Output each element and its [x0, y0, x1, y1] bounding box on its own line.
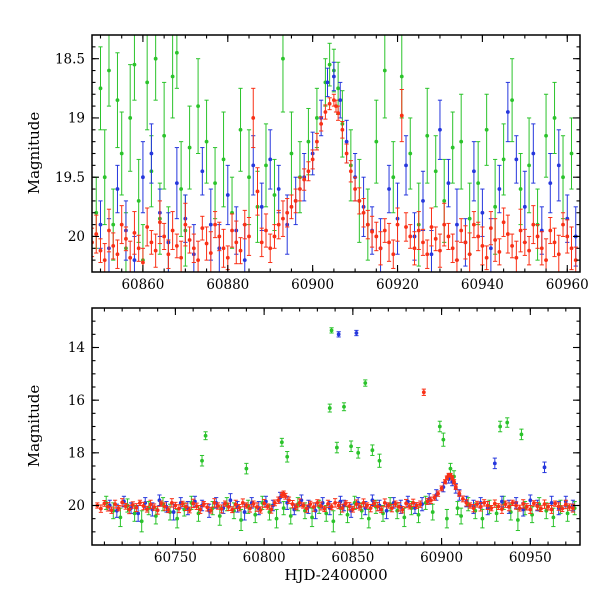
x-tick-label: 60920	[376, 277, 419, 293]
x-tick-label: 60800	[243, 550, 286, 566]
x-tick-label: 60900	[291, 277, 334, 293]
x-tick-label: 60940	[461, 277, 504, 293]
axis-ticks-bottom	[92, 308, 580, 545]
y-tick-label: 16	[68, 393, 85, 409]
y-tick-label: 18	[68, 446, 85, 462]
x-tick-label: 60750	[154, 550, 197, 566]
x-tick-label: 60950	[509, 550, 552, 566]
x-tick-label: 60850	[331, 550, 374, 566]
x-tick-label: 60960	[546, 277, 589, 293]
axis-ticks-top	[92, 35, 580, 272]
x-tick-label: 60900	[420, 550, 463, 566]
x-tick-label: 60880	[206, 277, 249, 293]
panel-bottom: 60750 60800 60850 60900 60950 14 16 18 20	[68, 307, 581, 566]
x-axis-label: HJD-2400000	[284, 566, 388, 584]
y-axis-label-top: Magnitude	[25, 111, 43, 195]
series-red-bottom	[95, 388, 576, 515]
y-tick-label: 20	[68, 229, 85, 245]
y-tick-label: 19	[68, 111, 85, 127]
series-blue-bottom	[107, 329, 576, 522]
y-tick-label: 18.5	[55, 51, 85, 67]
x-tick-label: 60860	[121, 277, 164, 293]
series-red-top	[92, 87, 578, 272]
y-axis-label-bottom: Magnitude	[25, 384, 43, 468]
y-tick-label: 19.5	[55, 170, 85, 186]
y-tick-label: 14	[68, 340, 85, 356]
y-tick-label: 20	[68, 498, 85, 514]
series-green-top	[94, 35, 574, 272]
panel-top: 60860 60880 60900 60920 60940 60960 18.5 19 19.5…	[55, 34, 589, 293]
